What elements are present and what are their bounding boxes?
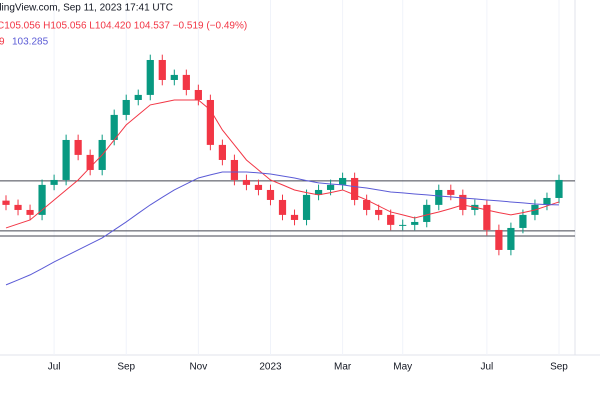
candle-body — [555, 179, 563, 198]
candle-body — [38, 184, 46, 215]
candle-body — [50, 179, 58, 185]
candle-body — [14, 204, 22, 210]
candle-body — [351, 177, 359, 200]
candle-body — [483, 204, 491, 230]
candle-body — [218, 144, 226, 160]
candle-body — [399, 224, 407, 226]
x-tick-label: Sep — [117, 362, 135, 373]
candle-body — [26, 209, 34, 215]
candle-body — [495, 229, 503, 250]
x-tick-label: Jul — [48, 362, 61, 373]
candle-body — [363, 199, 371, 210]
candle-body — [86, 154, 94, 170]
x-tick-label: Jul — [480, 362, 493, 373]
candle-body — [170, 74, 178, 80]
candle-body — [110, 114, 118, 140]
candle-body — [2, 200, 10, 205]
candle-body — [266, 189, 275, 200]
candle-body — [182, 74, 190, 90]
candle-body — [339, 177, 347, 185]
candle-body — [146, 59, 154, 95]
candle-body — [423, 204, 431, 222]
candle-body — [326, 184, 335, 190]
candle-body — [74, 139, 82, 155]
ma-value: 103.285 — [12, 37, 49, 48]
moving-average-line — [5, 171, 560, 286]
candle-body — [387, 214, 395, 225]
candle-body — [62, 139, 70, 180]
candle-body — [507, 227, 515, 250]
x-tick-label: May — [393, 362, 412, 373]
candle-body — [158, 59, 166, 80]
candle-body — [447, 189, 455, 195]
candle-body — [254, 184, 263, 190]
candle-body — [519, 214, 527, 228]
candle-body — [459, 194, 467, 210]
candle-body — [543, 197, 551, 205]
candle-body — [194, 89, 202, 100]
x-tick-label: 2023 — [259, 362, 282, 373]
candle-body — [302, 194, 311, 220]
candle-body — [411, 221, 419, 225]
x-tick-label: Sep — [550, 362, 568, 373]
ohlc-line: C105.056 H105.056 L104.420 104.537 −0.51… — [0, 21, 247, 32]
source-line: dingView.com, Sep 11, 2023 17:41 UTC — [0, 3, 173, 14]
ma-period: 9 — [0, 37, 5, 48]
candle-body — [435, 189, 443, 205]
candle-body — [290, 214, 299, 220]
candle-body — [122, 99, 130, 115]
candle-body — [230, 159, 239, 180]
x-tick-label: Nov — [189, 362, 207, 373]
candle-body — [242, 179, 251, 185]
moving-average-line — [5, 99, 560, 229]
candle-body — [314, 189, 323, 195]
candle-body — [278, 199, 287, 215]
plot — [0, 54, 575, 286]
candle-body — [134, 94, 142, 100]
candle-body — [206, 99, 214, 145]
candle-body — [375, 209, 383, 215]
x-tick-label: Mar — [334, 362, 352, 373]
